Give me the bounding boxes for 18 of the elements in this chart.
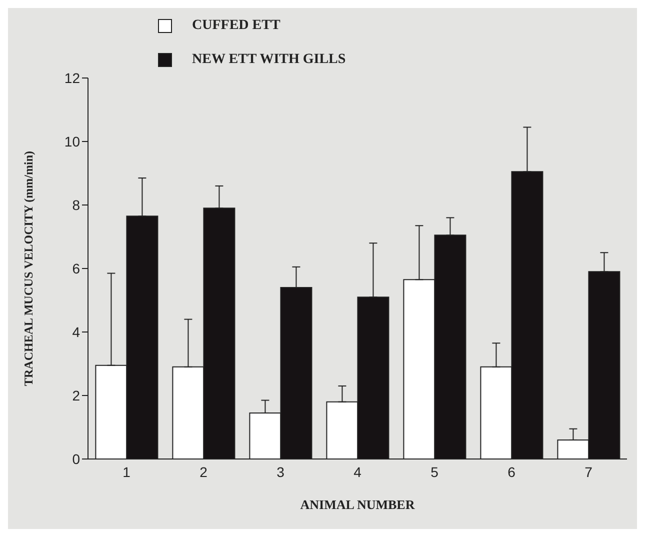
y-tick-label: 8 [72, 196, 80, 213]
x-axis-title: ANIMAL NUMBER [300, 497, 416, 512]
x-tick-label: 2 [200, 464, 208, 480]
y-tick-label: 0 [72, 450, 80, 467]
x-tick-label: 5 [430, 464, 439, 480]
y-tick-label: 12 [64, 70, 80, 86]
y-tick-label: 4 [72, 324, 80, 340]
x-tick-label: 6 [508, 464, 516, 480]
x-tick-label: 3 [276, 464, 285, 480]
y-tick-label: 6 [72, 260, 80, 276]
y-tick-label: 2 [72, 387, 80, 404]
x-tick-label: 4 [354, 464, 362, 480]
x-tick-label: 1 [122, 464, 131, 480]
legend-label: CUFFED ETT [192, 18, 280, 34]
y-tick-label: 10 [64, 133, 80, 150]
x-tick-label: 7 [584, 464, 593, 480]
y-axis-title: TRACHEAL MUCUS VELOCITY (mm/min) [21, 150, 36, 386]
legend-label: NEW ETT WITH GILLS [192, 52, 346, 68]
